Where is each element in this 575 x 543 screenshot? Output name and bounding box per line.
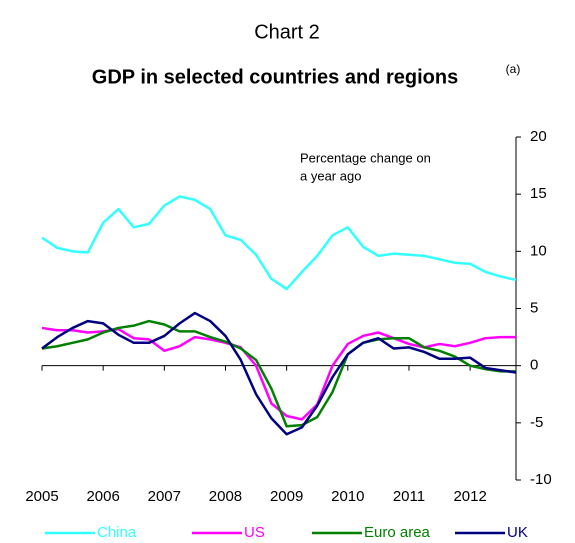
x-tick-label: 2007 bbox=[148, 488, 181, 505]
y-tick-label: 0 bbox=[530, 357, 538, 374]
chart-subtitle: GDP in selected countries and regions bbox=[92, 66, 458, 88]
y-axis-label: a year ago bbox=[300, 168, 361, 183]
x-tick-label: 2011 bbox=[393, 488, 425, 505]
y-axis-label: Percentage change on bbox=[300, 150, 431, 165]
x-tick-label: 2010 bbox=[331, 488, 364, 505]
legend-label: China bbox=[97, 524, 137, 541]
y-tick-label: 15 bbox=[530, 185, 547, 202]
y-tick-label: -5 bbox=[530, 414, 543, 431]
x-tick-label: 2006 bbox=[86, 488, 119, 505]
legend-label: US bbox=[244, 524, 265, 541]
y-tick-label: 20 bbox=[530, 128, 547, 145]
chart-title: Chart 2 bbox=[254, 21, 320, 43]
series-line bbox=[41, 311, 517, 436]
y-tick-label: -10 bbox=[530, 471, 552, 488]
y-tick-label: 10 bbox=[530, 242, 547, 259]
x-tick-label: 2009 bbox=[270, 488, 303, 505]
series-line bbox=[41, 319, 516, 428]
legend-label: Euro area bbox=[364, 524, 431, 541]
x-tick-label: 2012 bbox=[453, 488, 486, 505]
x-tick-label: 2008 bbox=[209, 488, 242, 505]
subtitle-note: (a) bbox=[506, 62, 521, 76]
series-line bbox=[41, 195, 517, 291]
y-tick-label: 5 bbox=[530, 299, 538, 316]
legend-label: UK bbox=[507, 524, 528, 541]
x-tick-label: 2005 bbox=[25, 488, 58, 505]
